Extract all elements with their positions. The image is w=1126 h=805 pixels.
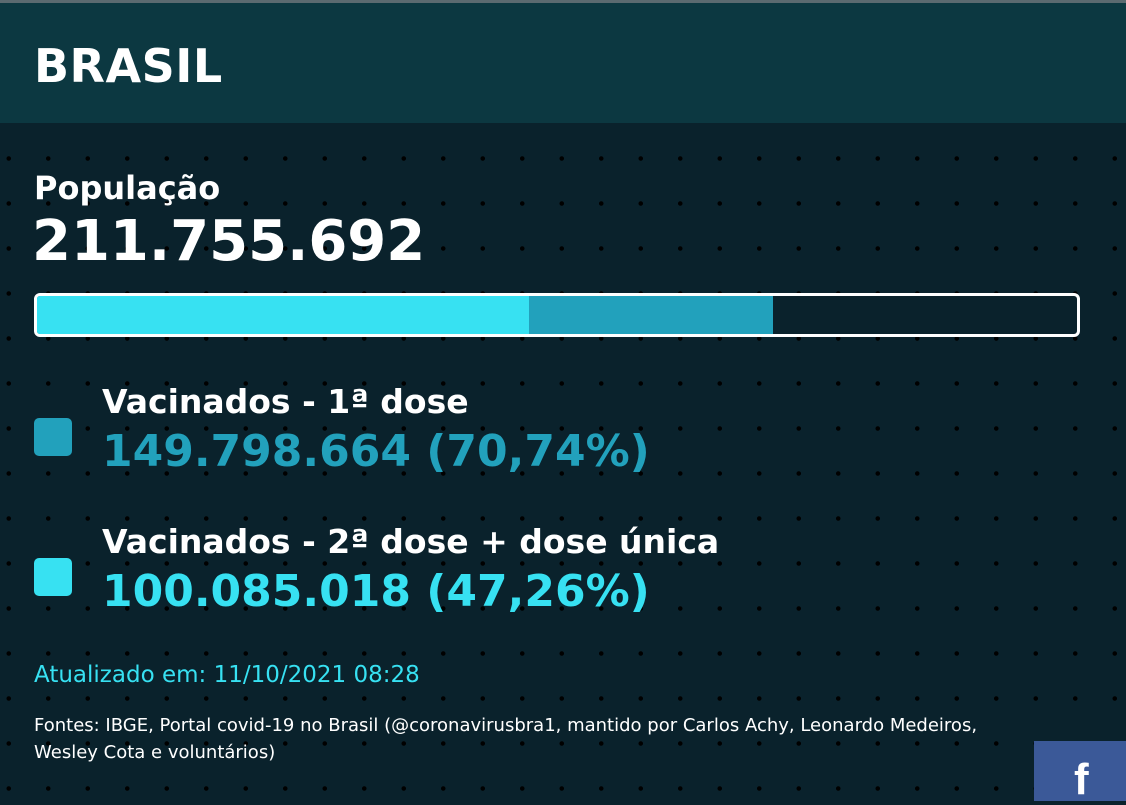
sources-text: Fontes: IBGE, Portal covid-19 no Brasil …	[34, 715, 978, 763]
progress-fill-full-dose	[37, 296, 529, 334]
page-title: BRASIL	[34, 39, 223, 93]
population-label: População	[34, 169, 221, 207]
legend-swatch-full-dose	[34, 558, 72, 596]
last-updated-text: Atualizado em: 11/10/2021 08:28	[34, 662, 420, 688]
window-top-border	[0, 0, 1126, 3]
legend-swatch-first-dose	[34, 418, 72, 456]
population-value: 211.755.692	[32, 209, 426, 274]
legend-value-first-dose: 149.798.664 (70,74%)	[102, 426, 650, 477]
facebook-share-button[interactable]: f	[1034, 741, 1126, 804]
legend-label-first-dose: Vacinados - 1ª dose	[102, 382, 469, 421]
legend-value-full-dose: 100.085.018 (47,26%)	[102, 566, 650, 617]
header-bar: BRASIL	[0, 3, 1126, 123]
vaccination-progress-bar	[34, 293, 1080, 337]
facebook-icon: f	[1074, 755, 1089, 804]
legend-label-full-dose: Vacinados - 2ª dose + dose única	[102, 522, 720, 561]
